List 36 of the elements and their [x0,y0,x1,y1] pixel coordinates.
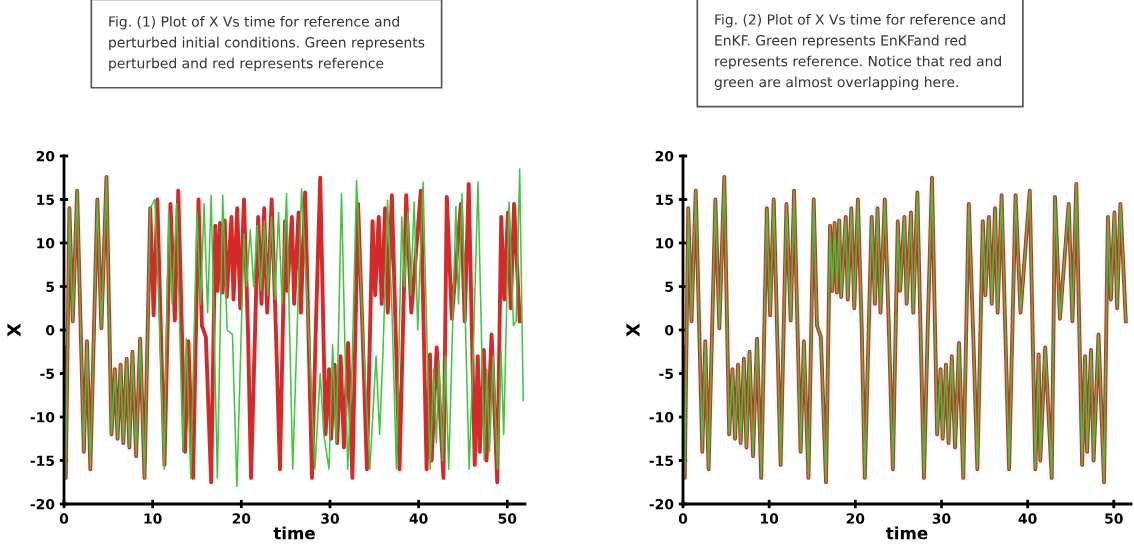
x-tick-label: 50 [1105,513,1123,524]
x-tick-label: 0 [59,513,69,524]
y-axis-title: X [7,323,21,337]
y-tick-label: 20 [655,150,674,162]
x-tick-label: 50 [498,513,517,524]
y-tick-label: 20 [36,150,55,162]
x-axis-title: time [273,526,315,540]
y-tick-label: 5 [665,281,673,292]
y-tick-label: 5 [46,281,54,292]
x-tick-label: 20 [846,513,865,524]
y-tick-label: 0 [45,324,55,336]
y-tick-label: 0 [664,324,674,336]
text: Fig. (2) Plot of X Vs time for reference and EnKF. Green represents EnKFand red represents reference. Notice that red and green are almost overlapping here. [714,14,1005,90]
y-tick-label: -10 [30,411,55,423]
x-axis-title: time [886,526,928,540]
y-tick-label: -15 [30,455,54,466]
y-axis-title: X [626,323,640,337]
x-tick-label: 30 [932,513,951,524]
y-tick-label: 10 [656,237,674,249]
y-tick-label: -15 [649,455,673,466]
y-tick-label: 15 [37,194,54,205]
y-tick-label: -20 [30,498,55,510]
x-tick-label: 20 [232,513,251,524]
text: Fig. (1) Plot of X Vs time for reference and perturbed initial conditions. Green represents perturbed and red represents reference [109,16,425,72]
y-tick-label: -5 [40,368,54,379]
y-tick-label: -20 [649,498,674,510]
y-tick-label: -10 [649,411,674,423]
y-tick-label: 10 [37,237,55,249]
x-tick-label: 40 [409,513,428,524]
x-tick-label: 30 [321,513,339,524]
x-tick-label: 0 [678,513,688,524]
x-tick-label: 40 [1018,513,1037,524]
x-tick-label: 10 [144,513,162,524]
y-tick-label: 15 [656,194,673,205]
x-tick-label: 10 [761,513,779,524]
y-tick-label: -5 [659,368,673,379]
